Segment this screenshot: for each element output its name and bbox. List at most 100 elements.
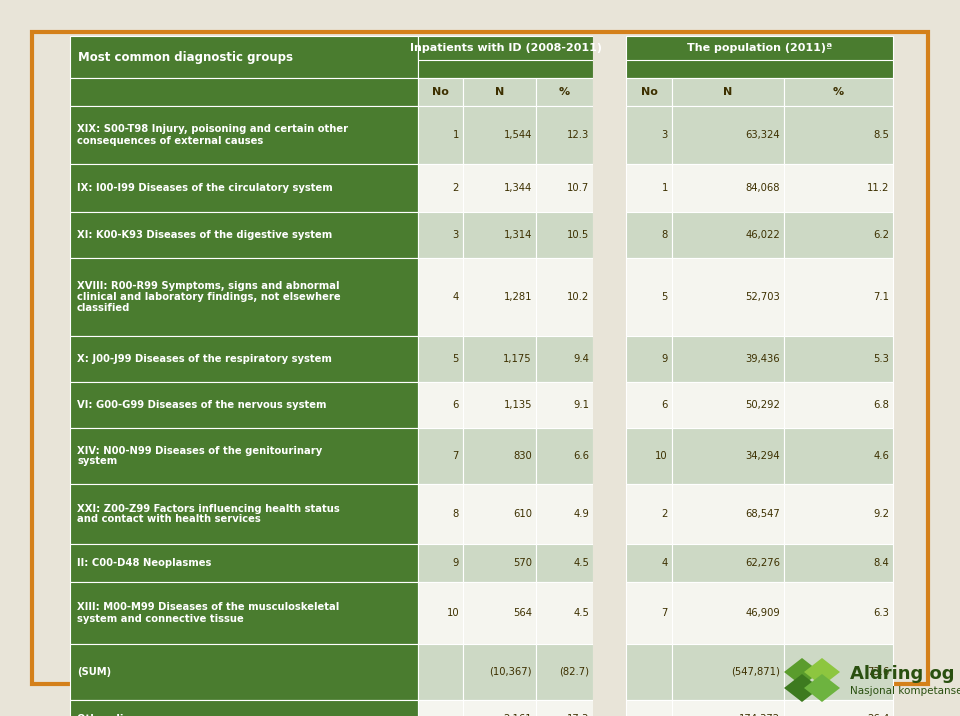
Text: 2: 2 (452, 183, 459, 193)
Text: 6.2: 6.2 (873, 230, 889, 240)
Text: 6: 6 (661, 400, 668, 410)
Text: (547,871): (547,871) (732, 667, 780, 677)
Text: N: N (494, 87, 504, 97)
Bar (626, 582, 672, 644)
Text: 4: 4 (453, 292, 459, 302)
Bar (593, 78, 626, 106)
Bar (536, 78, 593, 106)
Text: 84,068: 84,068 (746, 183, 780, 193)
Bar (784, 484, 893, 544)
Bar (70, 644, 418, 700)
Bar (70, 164, 418, 212)
Text: II: C00-D48 Neoplasmes: II: C00-D48 Neoplasmes (77, 558, 211, 568)
Text: 26.4: 26.4 (867, 714, 889, 716)
Bar (418, 258, 463, 336)
Text: 10: 10 (446, 608, 459, 618)
Text: 3: 3 (453, 230, 459, 240)
Text: 10.7: 10.7 (566, 183, 589, 193)
Text: 10.5: 10.5 (566, 230, 589, 240)
Bar (626, 36, 893, 60)
Bar (593, 36, 626, 78)
Bar (536, 582, 593, 644)
Bar (784, 258, 893, 336)
Bar (463, 428, 536, 484)
Text: 9.1: 9.1 (573, 400, 589, 410)
Text: 5: 5 (452, 354, 459, 364)
Bar (626, 212, 672, 258)
Bar (784, 382, 893, 428)
Bar (463, 644, 536, 700)
Bar (418, 644, 463, 700)
Bar (593, 106, 626, 164)
Text: 570: 570 (513, 558, 532, 568)
Text: 8.5: 8.5 (874, 130, 889, 140)
Text: 46,022: 46,022 (745, 230, 780, 240)
Bar (593, 164, 626, 212)
Text: 1,175: 1,175 (503, 354, 532, 364)
Bar (784, 106, 893, 164)
Polygon shape (784, 658, 820, 686)
Text: 6.6: 6.6 (573, 451, 589, 461)
Text: 9: 9 (661, 354, 668, 364)
Bar (672, 700, 784, 716)
Text: 4.6: 4.6 (874, 451, 889, 461)
Text: clinical and laboratory findings, not elsewhere: clinical and laboratory findings, not el… (77, 292, 341, 302)
Bar (626, 164, 672, 212)
Bar (418, 428, 463, 484)
Text: 7: 7 (661, 608, 668, 618)
Text: No: No (432, 87, 449, 97)
Text: 63,324: 63,324 (745, 130, 780, 140)
Text: Most common diagnostic groups: Most common diagnostic groups (78, 51, 293, 64)
Text: system and connective tissue: system and connective tissue (77, 614, 244, 624)
Bar (418, 382, 463, 428)
Text: 50,292: 50,292 (745, 400, 780, 410)
Bar (70, 336, 418, 382)
Text: 174,372: 174,372 (739, 714, 780, 716)
Text: 8.4: 8.4 (874, 558, 889, 568)
Bar (626, 36, 893, 78)
Text: 3: 3 (661, 130, 668, 140)
Bar (70, 212, 418, 258)
Bar (784, 164, 893, 212)
Bar (418, 106, 463, 164)
Bar (626, 544, 672, 582)
Bar (593, 212, 626, 258)
Text: 52,703: 52,703 (745, 292, 780, 302)
Bar (672, 484, 784, 544)
Text: 830: 830 (514, 451, 532, 461)
Bar (463, 544, 536, 582)
Bar (418, 700, 463, 716)
Bar (784, 336, 893, 382)
Bar (536, 382, 593, 428)
Text: 564: 564 (513, 608, 532, 618)
Bar (593, 544, 626, 582)
Text: 1,544: 1,544 (504, 130, 532, 140)
Text: 4.9: 4.9 (573, 509, 589, 519)
Bar (672, 212, 784, 258)
Bar (70, 36, 418, 78)
Bar (672, 582, 784, 644)
Text: 6.3: 6.3 (874, 608, 889, 618)
Bar (672, 336, 784, 382)
Text: 1,344: 1,344 (504, 183, 532, 193)
Text: 73.6: 73.6 (867, 667, 889, 677)
Bar (626, 700, 672, 716)
Text: 7.1: 7.1 (873, 292, 889, 302)
Text: 5: 5 (661, 292, 668, 302)
Text: 46,909: 46,909 (745, 608, 780, 618)
Bar (626, 428, 672, 484)
Text: 7: 7 (452, 451, 459, 461)
Text: VI: G00-G99 Diseases of the nervous system: VI: G00-G99 Diseases of the nervous syst… (77, 400, 326, 410)
Text: Aldring og helse: Aldring og helse (850, 665, 960, 683)
Bar (463, 700, 536, 716)
Bar (536, 644, 593, 700)
Text: 2,161: 2,161 (503, 714, 532, 716)
Text: 8: 8 (453, 509, 459, 519)
Text: Inpatients with ID (2008-2011): Inpatients with ID (2008-2011) (410, 43, 602, 53)
Polygon shape (804, 674, 840, 702)
Text: 34,294: 34,294 (745, 451, 780, 461)
Bar (536, 544, 593, 582)
Text: XI: K00-K93 Diseases of the digestive system: XI: K00-K93 Diseases of the digestive sy… (77, 230, 332, 240)
Text: 9.2: 9.2 (873, 509, 889, 519)
Text: 4.5: 4.5 (573, 558, 589, 568)
